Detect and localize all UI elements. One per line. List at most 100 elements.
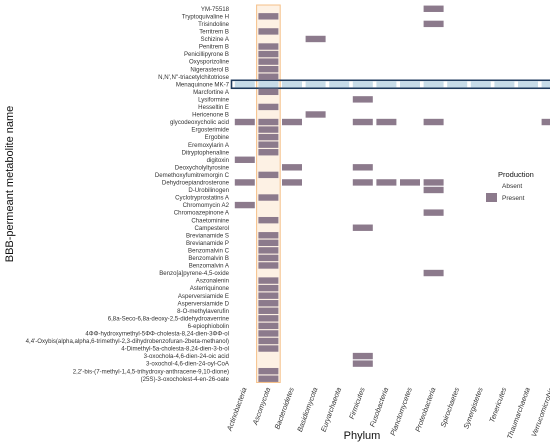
cell-menaquinone-mk-7-ascomycota [258, 81, 279, 88]
row-label-dehydroepiandrosterone: Dehydroepiandrosterone [162, 180, 230, 187]
cell-menaquinone-mk-7-verrucomicrobia [541, 81, 550, 88]
row-label-chromomycin-a2: Chromomycin A2 [183, 202, 230, 209]
row-label-25s-3-oxocholest-4-en-26-oate: (25S)-3-oxocholest-4-en-26-oate [141, 376, 230, 383]
cell-ditryptophenaline-ascomycota [258, 149, 279, 156]
cell-3-oxochola-4-6-dien-24-oic-acid-firmicutes [352, 352, 373, 360]
cell-chromomycin-a2-actinobacteria [234, 201, 255, 209]
cell-4-hydroxymethyl-5-cholesta-8-24-dien-3-ol-ascomycota [258, 330, 279, 337]
row-label-tryptoquivaline-h: Tryptoquivaline H [182, 13, 229, 20]
cell-glycodeoxycholic-acid-firmicutes [352, 118, 373, 126]
legend-label-present: Present [502, 195, 525, 202]
row-label-nigerasterol-b: Nigerasterol B [190, 66, 229, 73]
cell-menaquinone-mk-7-firmicutes [352, 81, 373, 88]
cell-asperversiamide-d-ascomycota [258, 300, 279, 307]
row-label-benzomalvin-c: Benzomalvin C [188, 247, 230, 254]
cell-penicillipyrone-b-ascomycota [258, 50, 279, 58]
row-label-6-8a-seco-6-8a-deoxy-2-5-didehydroaverrine: 6,8a-Seco-6,8a-deoxy-2,5-didehydroaverri… [108, 315, 230, 322]
column-label-tenericutes: Tenericutes [487, 386, 508, 424]
cell-6-8a-seco-6-8a-deoxy-2-5-didehydroaverrine-ascomycota [258, 315, 279, 322]
row-label-8-o-methylaverufin: 8-O-methylaverufin [177, 308, 229, 315]
row-label-demethoxyfumitremorgin-c: Demethoxyfumitremorgin C [155, 172, 230, 179]
cell-dehydroepiandrosterone-actinobacteria [234, 179, 255, 186]
cell-benzomalvin-a-ascomycota [258, 262, 279, 269]
cell-menaquinone-mk-7-tenericutes [494, 81, 515, 88]
cell-2-2-bis-7-methyl-1-4-5-trihydroxy-anthracene-9-10-dione-ascomycota [258, 367, 279, 375]
cell-ergosterimide-ascomycota [258, 126, 279, 133]
cell-4-4-oxybis-alpha-alpha-6-trimethyl-2-3-dihydrobenzofuran-2beta-methanol-ascomycota [258, 337, 279, 345]
column-label-ascomycota: Ascomycota [250, 386, 272, 427]
row-label-ym-75518: YM-75518 [201, 6, 230, 13]
column-label-spirochaetes: Spirochaetes [438, 386, 461, 429]
cell-territrem-b-ascomycota [258, 28, 279, 35]
cell-tryptoquivaline-h-ascomycota [258, 13, 279, 20]
cell-8-o-methylaverufin-ascomycota [258, 307, 279, 314]
row-label-digitoxin: digitoxin [207, 157, 229, 164]
cell-menaquinone-mk-7-fusobacteria [376, 81, 397, 88]
cell-dehydroepiandrosterone-firmicutes [352, 179, 373, 186]
row-label-benzomalvin-b: Benzomalvin B [188, 255, 229, 262]
column-label-firmicutes: Firmicutes [347, 386, 367, 421]
cell-deoxycholyltyrosine-bacteroidetes [282, 164, 302, 171]
cell-glycodeoxycholic-acid-verrucomicrobia [541, 118, 550, 126]
cell-oxysporizoline-ascomycota [258, 58, 279, 65]
cells-layer [234, 5, 550, 382]
cell-6-epiophiobolin-ascomycota [258, 322, 279, 330]
cell-menaquinone-mk-7-planctomycetes [400, 81, 420, 88]
cell-chromoazepinone-a-proteobacteria [423, 209, 444, 216]
cell-marcfortine-a-ascomycota [258, 88, 279, 96]
row-label-hericenone-b: Hericenone B [192, 112, 229, 119]
cell-menaquinone-mk-7-proteobacteria [423, 81, 444, 88]
row-label-territrem-b: Territrem B [199, 29, 229, 36]
cell-menaquinone-mk-7-actinobacteria [234, 81, 255, 88]
row-label-schizine-a: Schizine A [201, 36, 230, 43]
row-label-d-urobilinogen: D-Urobilinogen [188, 187, 229, 194]
cell-schizine-a-basidiomycota [305, 35, 326, 43]
highlight-row-menaquinone-mk-7 [230, 79, 550, 90]
row-label-eremoxylarin-a: Eremoxylarin A [188, 142, 230, 149]
cell-dehydroepiandrosterone-fusobacteria [376, 179, 397, 186]
cell-n-n-n-triacetylchitotriose-ascomycota [258, 73, 279, 80]
row-label-n-n-n-triacetylchitotriose: N,N',N''-triacetylchitotriose [158, 74, 229, 81]
row-label-campesterol: Campesterol [194, 225, 229, 232]
cell-digitoxin-actinobacteria [234, 156, 255, 163]
cell-eremoxylarin-a-ascomycota [258, 141, 279, 148]
row-label-brevianamide-p: Brevianamide P [186, 240, 229, 247]
cell-ergobine-ascomycota [258, 133, 279, 141]
cell-25s-3-oxocholest-4-en-26-oate-ascomycota [258, 375, 279, 382]
cell-cyclotryprostatins-a-ascomycota [258, 194, 279, 201]
cell-menaquinone-mk-7-spirochaetes [447, 81, 468, 88]
legend: Production Absent Present [486, 170, 534, 202]
cell-nigerasterol-b-ascomycota [258, 65, 279, 73]
cell-penitrem-b-ascomycota [258, 43, 279, 50]
x-axis-title: Phylum [344, 430, 381, 442]
cell-menaquinone-mk-7-basidiomycota [305, 81, 326, 88]
row-label-benzomalvin-a: Benzomalvin A [189, 263, 230, 270]
row-label-glycodeoxycholic-acid: glycodeoxycholic acid [170, 119, 229, 126]
column-label-thaumarchaeota: Thaumarchaeota [505, 386, 532, 440]
column-label-basidiomycota: Basidiomycota [295, 386, 319, 433]
cell-hericenone-b-basidiomycota [305, 111, 326, 118]
row-label-4-4-oxybis-alpha-alpha-6-trimethyl-2-3-dihydrobenzofuran-2beta-methanol: 4,4'-Oxybis(alpha,alpha,6-trimethyl-2,3-… [26, 338, 229, 345]
row-label-ditryptophenaline: Ditryptophenaline [182, 149, 230, 156]
row-label-lysiformine: Lysiformine [198, 96, 230, 103]
cell-benzomalvin-b-ascomycota [258, 254, 279, 262]
cell-aszonalenin-ascomycota [258, 277, 279, 284]
cell-deoxycholyltyrosine-firmicutes [352, 164, 373, 171]
row-label-asperversiamide-e: Asperversiamide E [178, 293, 229, 300]
row-label-ergosterimide: Ergosterimide [191, 127, 229, 134]
cell-menaquinone-mk-7-thaumarchaeota [518, 81, 538, 88]
cell-demethoxyfumitremorgin-c-ascomycota [258, 171, 279, 179]
cell-menaquinone-mk-7-euryarchaeota [329, 81, 350, 88]
row-label-4-dimethyl-5a-cholesta-8-24-dien-3-b-ol: 4-Dimethyl-5a-cholesta-8,24-dien-3-b-ol [121, 346, 229, 353]
cell-hesseltin-e-ascomycota [258, 103, 279, 111]
legend-swatch-present [486, 193, 497, 202]
cell-brevianamide-p-ascomycota [258, 239, 279, 247]
legend-label-absent: Absent [502, 183, 522, 190]
row-label-2-2-bis-7-methyl-1-4-5-trihydroxy-anthracene-9-10-dione: 2,2'-bis-(7-methyl-1,4,5-trihydroxy-anth… [73, 368, 229, 375]
cell-menaquinone-mk-7-synergistetes [470, 81, 491, 88]
cell-glycodeoxycholic-acid-proteobacteria [423, 118, 444, 126]
cell-benzo-a-pyrene-4-5-oxide-proteobacteria [423, 269, 444, 277]
row-label-3-oxochol-4-6-dien-24-oyl-coa: 3-oxochol-4,6-dien-24-oyl-CoA [146, 361, 230, 368]
row-label-6-epiophiobolin: 6-epiophiobolin [188, 323, 229, 330]
